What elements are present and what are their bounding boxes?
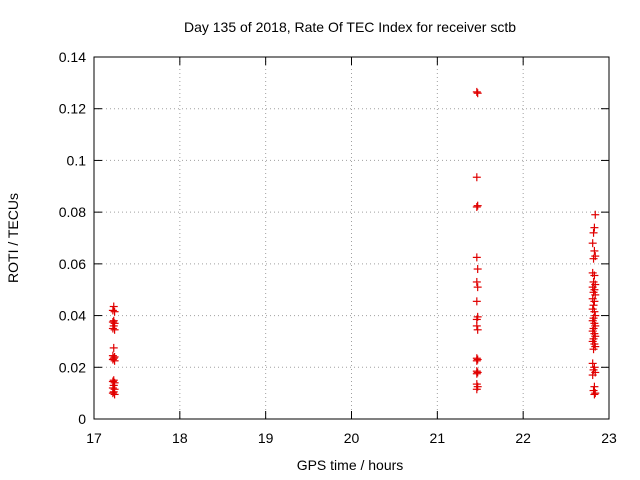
y-tick-label: 0.12 [59, 101, 86, 117]
x-tick-label: 18 [172, 430, 188, 446]
data-point [588, 371, 597, 380]
data-point [110, 356, 119, 365]
data-point [589, 345, 598, 354]
data-point [588, 359, 597, 368]
data-point [110, 390, 119, 399]
data-point [108, 324, 117, 333]
data-point [472, 321, 481, 330]
data-point [588, 239, 597, 248]
data-point [108, 355, 117, 364]
data-point [589, 228, 598, 237]
data-point [108, 389, 117, 398]
x-tick-label: 17 [86, 430, 102, 446]
y-tick-label: 0 [78, 411, 86, 427]
data-point [473, 368, 482, 377]
x-axis-title: GPS time / hours [297, 457, 404, 473]
data-point [590, 246, 599, 255]
data-point [472, 297, 481, 306]
data-point [472, 173, 481, 182]
data-point [590, 297, 599, 306]
y-tick-labels: 0 0.02 0.04 0.06 0.08 0.1 0.12 0.14 [59, 49, 86, 427]
data-point [472, 253, 481, 262]
x-tick-label: 21 [430, 430, 446, 446]
data-point [473, 201, 482, 210]
data-point [472, 202, 481, 211]
data-point [473, 265, 482, 274]
data-point [110, 307, 119, 316]
data-point [589, 254, 598, 263]
data-point [109, 343, 118, 352]
data-point [590, 390, 599, 399]
data-point [109, 302, 118, 311]
data-point [472, 385, 481, 394]
data-point [591, 389, 600, 398]
y-axis-title: ROTI / TECUs [5, 193, 21, 283]
data-point [590, 271, 599, 280]
data-point [591, 210, 600, 219]
y-tick-label: 0.06 [59, 256, 86, 272]
data-points [108, 87, 600, 399]
data-point [473, 355, 482, 364]
x-tick-label: 23 [601, 430, 617, 446]
data-point [590, 223, 599, 232]
data-point [473, 89, 482, 98]
axis-ticks [93, 56, 610, 420]
data-point [472, 356, 481, 365]
data-point [590, 307, 599, 316]
y-tick-label: 0.14 [59, 49, 86, 65]
x-tick-labels: 17 18 19 20 21 22 23 [86, 430, 617, 446]
data-point [472, 277, 481, 286]
y-tick-label: 0.04 [59, 308, 86, 324]
data-point [589, 301, 598, 310]
data-point [473, 325, 482, 334]
x-tick-label: 20 [344, 430, 360, 446]
x-tick-label: 22 [515, 430, 531, 446]
data-point [472, 87, 481, 96]
y-tick-label: 0.08 [59, 204, 86, 220]
grid-lines [94, 57, 609, 419]
x-tick-label: 19 [258, 430, 274, 446]
y-tick-label: 0.02 [59, 359, 86, 375]
data-point [590, 382, 599, 391]
data-point [110, 325, 119, 334]
chart-title: Day 135 of 2018, Rate Of TEC Index for r… [184, 19, 516, 35]
data-point [108, 306, 117, 315]
data-point [473, 283, 482, 292]
data-point [472, 369, 481, 378]
y-tick-label: 0.1 [67, 152, 87, 168]
